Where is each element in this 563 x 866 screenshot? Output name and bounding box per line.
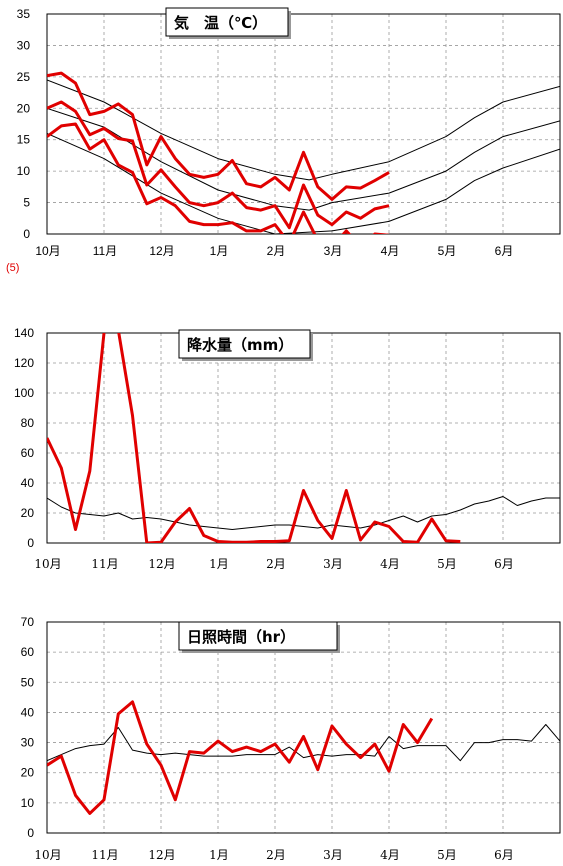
- y-tick-label: 70: [21, 615, 35, 629]
- plot-frame: [46, 13, 561, 235]
- chart-title: 降水量（mm）: [187, 336, 293, 354]
- y-tick-label: 0: [27, 536, 34, 550]
- y-tick-label: 50: [21, 675, 35, 689]
- x-tick-label: 10月: [34, 557, 61, 571]
- y-tick-label: 60: [21, 446, 35, 460]
- chart-title: 日照時間（hr）: [187, 628, 295, 646]
- x-tick-label: 5月: [437, 557, 457, 571]
- y-tick-label: 30: [17, 38, 31, 52]
- x-tick-label: 3月: [324, 244, 343, 258]
- x-tick-label: 12月: [148, 848, 175, 862]
- y-tick-label: 0: [23, 227, 30, 241]
- x-tick-label: 12月: [149, 244, 174, 258]
- y-tick-label: 0: [27, 826, 34, 840]
- series-line: [47, 132, 560, 234]
- x-tick-label: 12月: [148, 557, 175, 571]
- series-line: [47, 496, 560, 530]
- x-tick-label: 5月: [438, 244, 457, 258]
- x-tick-label: 2月: [267, 244, 286, 258]
- x-tick-label: 6月: [495, 244, 514, 258]
- chart-title: 気 温（℃）: [174, 14, 267, 32]
- x-tick-label: 11月: [93, 244, 117, 258]
- x-tick-label: 10月: [35, 244, 60, 258]
- y-tick-label: 120: [14, 356, 34, 370]
- y-tick-label: 60: [21, 645, 35, 659]
- y-tick-label: 10: [17, 164, 31, 178]
- y-tick-label: 25: [17, 70, 31, 84]
- x-tick-label: 10月: [34, 848, 61, 862]
- y-tick-label: 40: [21, 476, 35, 490]
- precipitation-chart: 0 20 40 60 80 100 120 140 10月 11月 12月 1月 2月 3月 4月 5月 6月 降…: [14, 326, 561, 571]
- y-tick-label: 140: [14, 326, 34, 340]
- x-tick-label: 6月: [494, 557, 514, 571]
- series-line: [47, 724, 560, 762]
- y-tick-label: 20: [21, 506, 35, 520]
- x-tick-label: 1月: [209, 848, 229, 862]
- series-line: [47, 333, 461, 543]
- x-tick-label: 4月: [380, 848, 400, 862]
- title-box: [178, 329, 311, 359]
- series-line: [47, 700, 434, 815]
- plot-frame: [46, 621, 561, 834]
- title-box: [178, 621, 338, 651]
- x-tick-label: 2月: [266, 557, 286, 571]
- x-tick-label: 3月: [323, 557, 343, 571]
- series-line: [47, 100, 390, 230]
- x-tick-label: 5月: [437, 848, 457, 862]
- sunshine-chart: 0 10 20 30 40 50 60 70 10月 11月 12月 1月 2月 3月 4月 5月 6月 日照時間…: [21, 615, 561, 862]
- y-tick-label: 5: [23, 196, 30, 210]
- x-tick-label: 6月: [494, 848, 514, 862]
- x-tick-label: 4月: [380, 557, 400, 571]
- y-tick-label: 15: [17, 133, 31, 147]
- temperature-note: (5): [6, 262, 19, 274]
- series-line: [47, 107, 560, 211]
- y-tick-label: 80: [21, 416, 35, 430]
- x-tick-label: 4月: [381, 244, 400, 258]
- series-line: [47, 122, 390, 234]
- title-box: [165, 7, 289, 37]
- x-tick-label: 2月: [266, 848, 286, 862]
- temperature-chart: 0 5 10 15 20 25 30 35 10月 11月 12月 1月 2月 3月 4月 5月 6月 気 温（℃…: [17, 7, 561, 258]
- series-line: [47, 79, 560, 181]
- y-tick-label: 30: [21, 736, 35, 750]
- y-tick-label: 10: [21, 796, 35, 810]
- x-tick-label: 1月: [209, 557, 229, 571]
- y-tick-label: 20: [17, 101, 31, 115]
- x-tick-label: 11月: [91, 557, 118, 571]
- x-tick-label: 11月: [91, 848, 118, 862]
- y-tick-label: 20: [21, 766, 35, 780]
- x-tick-label: 1月: [210, 244, 229, 258]
- series-line: [47, 71, 390, 201]
- x-tick-label: 3月: [323, 848, 343, 862]
- y-tick-label: 35: [17, 7, 31, 21]
- y-tick-label: 100: [14, 386, 34, 400]
- y-tick-label: 40: [21, 705, 35, 719]
